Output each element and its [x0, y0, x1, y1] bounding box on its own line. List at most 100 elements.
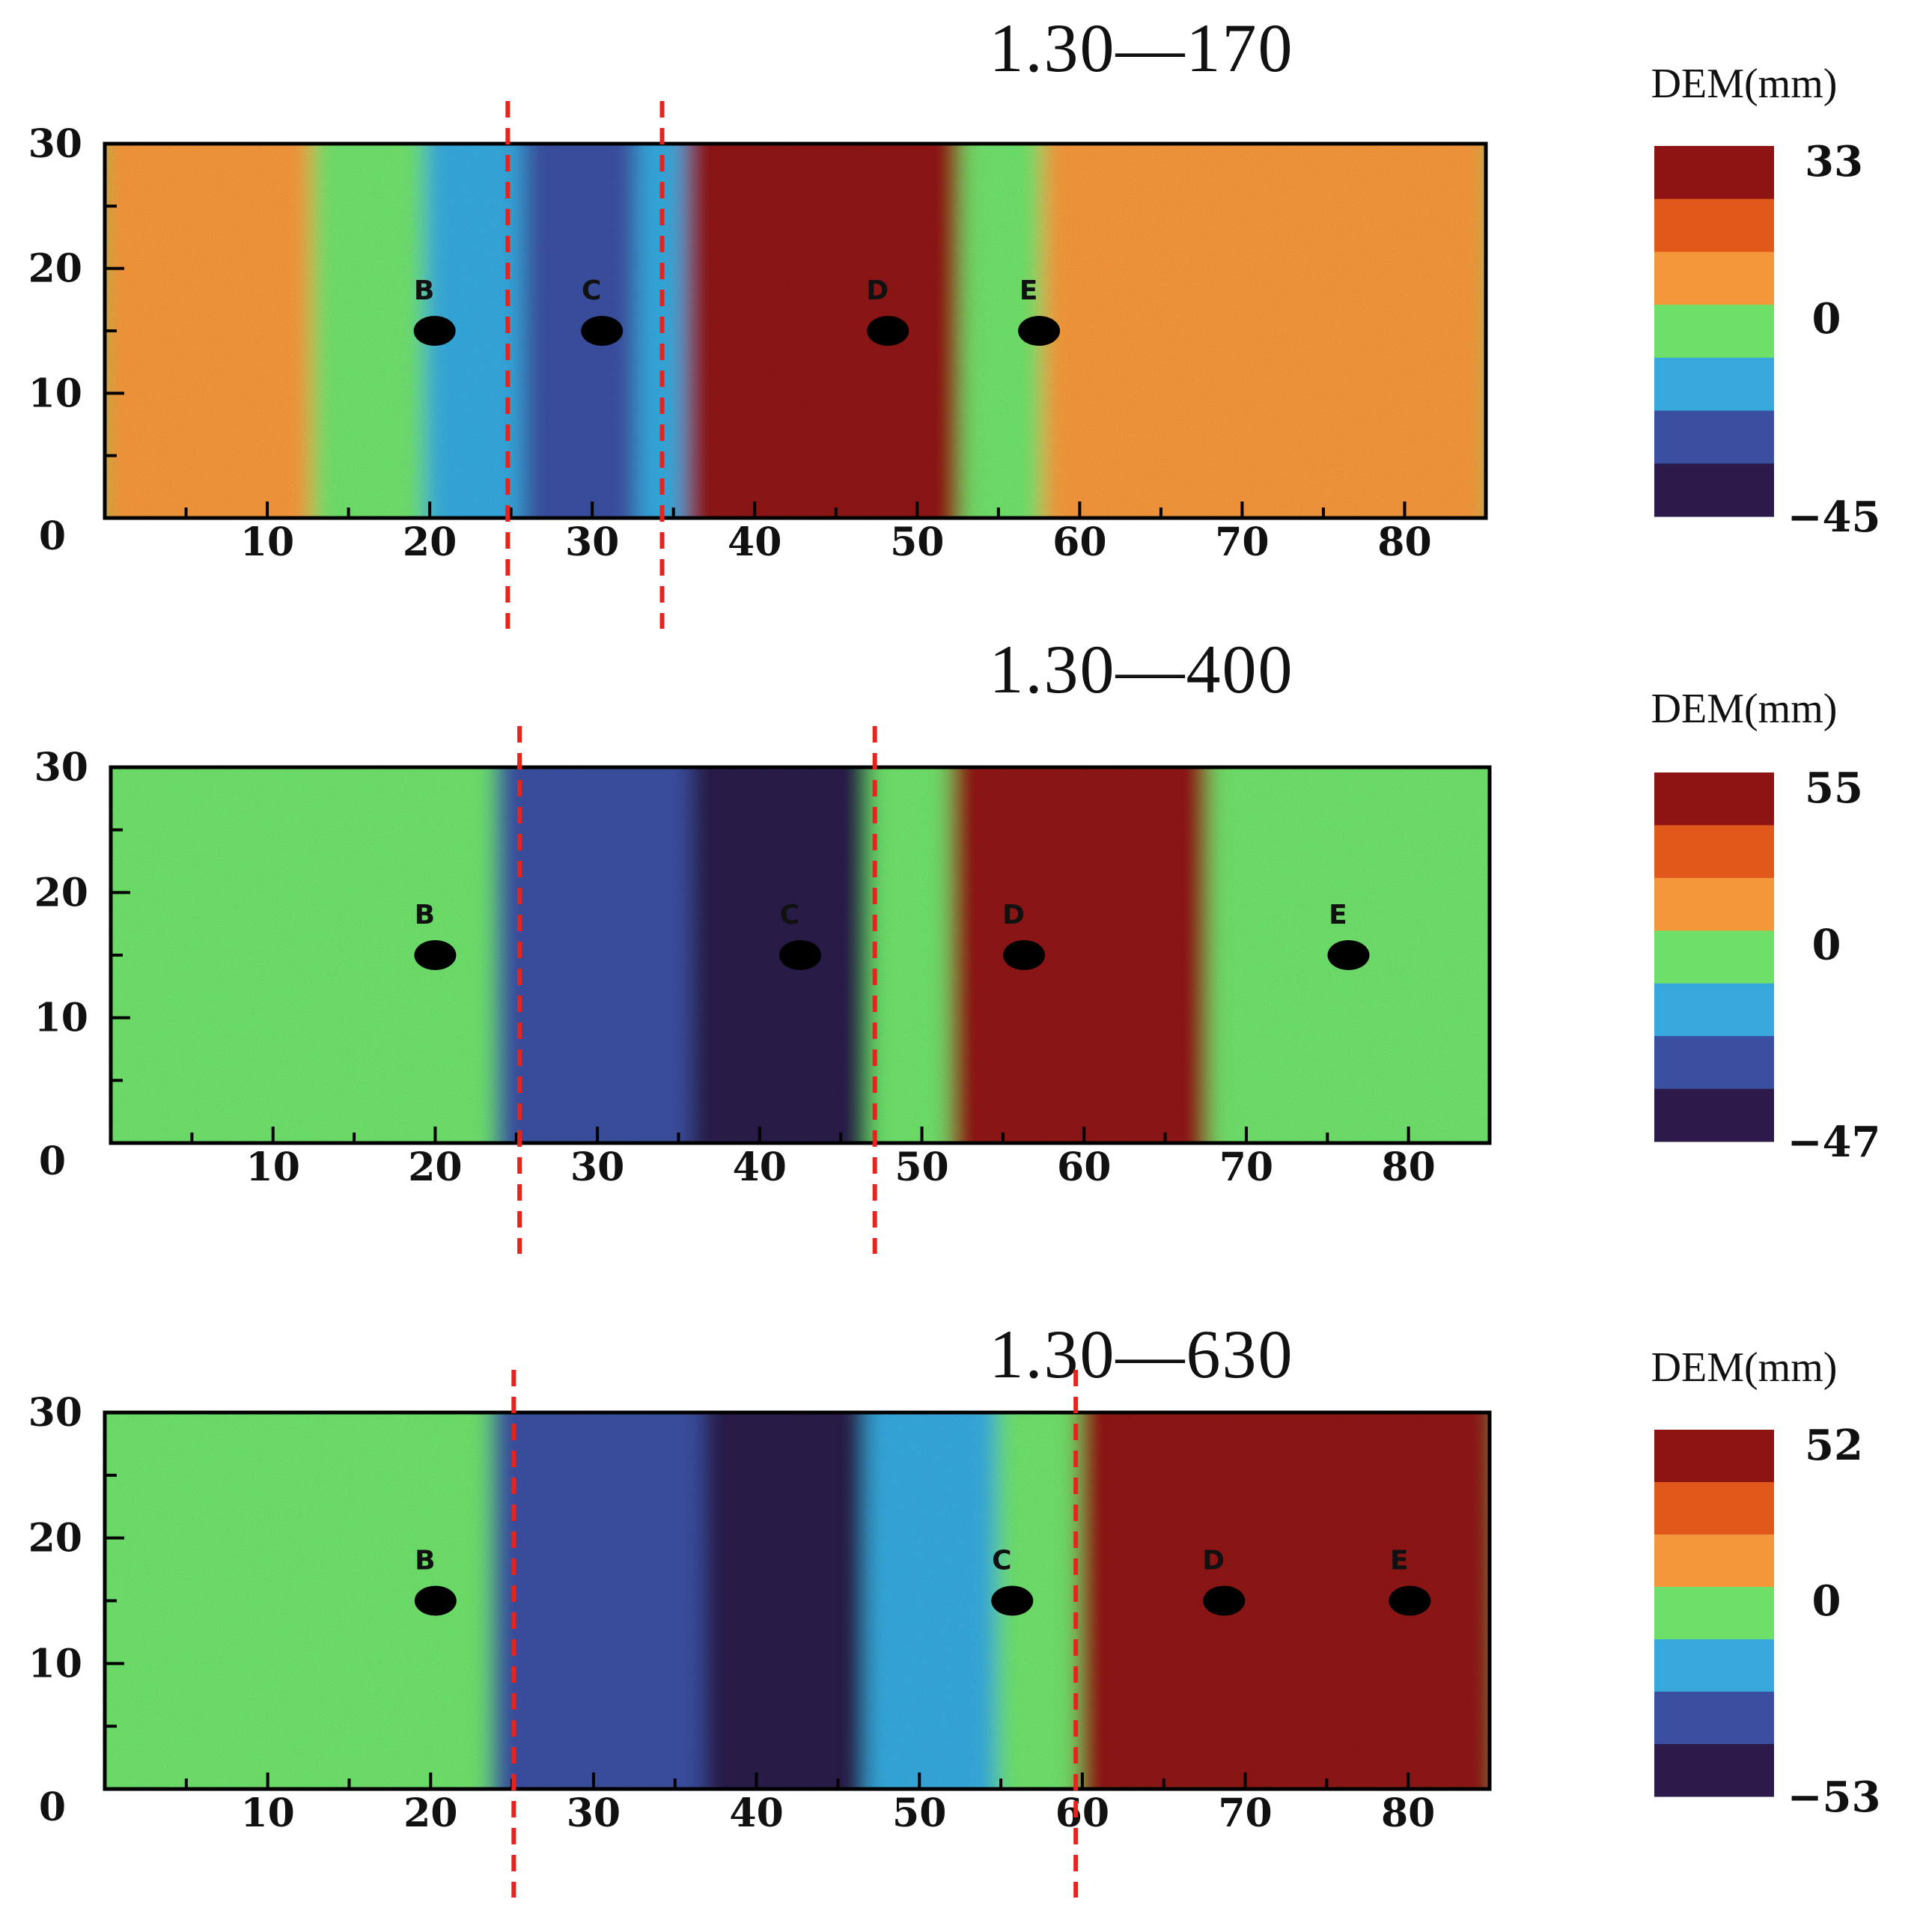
point-marker-d	[867, 316, 909, 346]
x-tick-label: 30	[565, 519, 619, 565]
dem-texture	[105, 144, 1486, 518]
colorbar-swatch	[1654, 772, 1774, 826]
colorbar-min-label: −53	[1788, 1773, 1881, 1822]
colorbar: DEM(mm) 55 0 −47	[1651, 686, 1881, 1167]
x-tick-label: 80	[1381, 1790, 1435, 1836]
colorbar-swatch	[1654, 983, 1774, 1037]
x-tick-label: 50	[892, 1790, 946, 1836]
dem-field	[111, 767, 1490, 1143]
x-tick-label: 30	[567, 1790, 621, 1836]
x-tick-label: 20	[403, 1790, 457, 1836]
origin-label: 0	[39, 1785, 66, 1830]
dem-field	[105, 144, 1486, 518]
colorbar-title: DEM(mm)	[1651, 1344, 1838, 1391]
y-tick-label: 20	[34, 870, 88, 915]
colorbar-swatch	[1654, 1482, 1774, 1535]
y-tick-label: 10	[28, 1641, 82, 1686]
point-label-e: E	[1390, 1546, 1409, 1576]
colorbar-zero-label: 0	[1812, 1576, 1841, 1626]
colorbar-swatch	[1654, 1088, 1774, 1142]
origin-label: 0	[39, 513, 66, 559]
point-marker-d	[1003, 940, 1046, 970]
colorbar-max-label: 33	[1805, 137, 1863, 186]
colorbar-max-label: 55	[1805, 764, 1863, 813]
x-tick-label: 60	[1052, 519, 1106, 565]
x-tick-label: 70	[1218, 1790, 1272, 1836]
x-tick-label: 60	[1055, 1790, 1109, 1836]
colorbar-zero-label: 0	[1812, 294, 1841, 344]
colorbar-swatch	[1654, 1534, 1774, 1588]
colorbar-swatch	[1654, 1587, 1774, 1640]
colorbar-swatch	[1654, 1744, 1774, 1797]
dem-texture	[105, 1412, 1490, 1789]
x-tick-label: 40	[728, 519, 781, 565]
x-tick-label: 80	[1377, 519, 1431, 565]
x-tick-label: 60	[1057, 1145, 1111, 1190]
point-label-b: B	[414, 275, 434, 306]
y-tick-label: 20	[28, 246, 82, 292]
colorbar-title: DEM(mm)	[1651, 61, 1838, 107]
x-tick-label: 40	[729, 1790, 783, 1836]
point-marker-b	[413, 316, 456, 346]
colorbar-title: DEM(mm)	[1651, 686, 1838, 732]
origin-label: 0	[39, 1139, 66, 1184]
point-label-d: D	[866, 275, 889, 306]
point-marker-b	[414, 1585, 457, 1616]
x-tick-label: 40	[733, 1145, 787, 1190]
point-label-c: C	[582, 275, 601, 306]
colorbar-max-label: 52	[1805, 1421, 1863, 1470]
y-tick-label: 10	[28, 371, 82, 416]
x-tick-label: 10	[240, 519, 294, 565]
x-tick-label: 10	[240, 1790, 294, 1836]
colorbar-swatch	[1654, 252, 1774, 305]
x-tick-label: 50	[895, 1145, 948, 1190]
panel-title: 1.30—630	[990, 1316, 1294, 1392]
point-label-b: B	[415, 900, 435, 930]
y-tick-label: 30	[34, 745, 88, 790]
panel-3: 1.30—630 10 20 30 40 50 60 70 80 30 20 10 0 B C D E DEM(m…	[28, 1316, 1881, 1898]
colorbar-swatch	[1654, 1639, 1774, 1692]
panel-title: 1.30—400	[990, 631, 1294, 707]
colorbar-swatch	[1654, 463, 1774, 517]
colorbar-swatch	[1654, 146, 1774, 200]
colorbar-swatch	[1654, 1692, 1774, 1745]
colorbar-min-label: −45	[1788, 493, 1881, 542]
x-tick-label: 20	[403, 519, 457, 565]
point-label-d: D	[1202, 1546, 1225, 1576]
panel-1: 1.30—170 10 20 30 40 50 60 70 80 30 20 10 0 B C D E DEM(m…	[28, 10, 1881, 629]
x-tick-label: 10	[246, 1145, 300, 1190]
point-label-b: B	[415, 1546, 435, 1576]
panel-title: 1.30—170	[990, 10, 1294, 86]
y-tick-label: 30	[28, 121, 82, 167]
point-label-e: E	[1020, 275, 1038, 306]
point-label-c: C	[992, 1546, 1011, 1576]
point-marker-c	[581, 316, 624, 346]
point-marker-e	[1018, 316, 1061, 346]
colorbar-swatch	[1654, 825, 1774, 879]
colorbar: DEM(mm) 52 0 −53	[1651, 1344, 1881, 1822]
panel-2: 1.30—400 10 20 30 40 50 60 70 80 30 20 10 0 B C D E DEM(m…	[34, 631, 1881, 1254]
colorbar-swatch	[1654, 357, 1774, 412]
point-marker-e	[1389, 1585, 1431, 1616]
x-tick-label: 30	[570, 1145, 624, 1190]
y-tick-label: 10	[34, 996, 88, 1041]
x-tick-label: 80	[1381, 1145, 1435, 1190]
point-marker-b	[414, 940, 457, 970]
x-tick-label: 70	[1215, 519, 1269, 565]
x-tick-label: 50	[890, 519, 944, 565]
colorbar-swatch	[1654, 877, 1774, 931]
point-marker-c	[991, 1585, 1034, 1616]
point-label-c: C	[780, 900, 799, 930]
y-tick-label: 30	[28, 1390, 82, 1436]
point-label-d: D	[1002, 900, 1025, 930]
colorbar-swatch	[1654, 410, 1774, 464]
x-tick-label: 70	[1219, 1145, 1273, 1190]
point-marker-c	[779, 940, 821, 970]
y-tick-label: 20	[28, 1516, 82, 1561]
colorbar-swatch	[1654, 198, 1774, 252]
colorbar-swatch	[1654, 305, 1774, 359]
point-marker-e	[1327, 940, 1370, 970]
point-label-e: E	[1329, 900, 1347, 930]
point-marker-d	[1203, 1585, 1246, 1616]
